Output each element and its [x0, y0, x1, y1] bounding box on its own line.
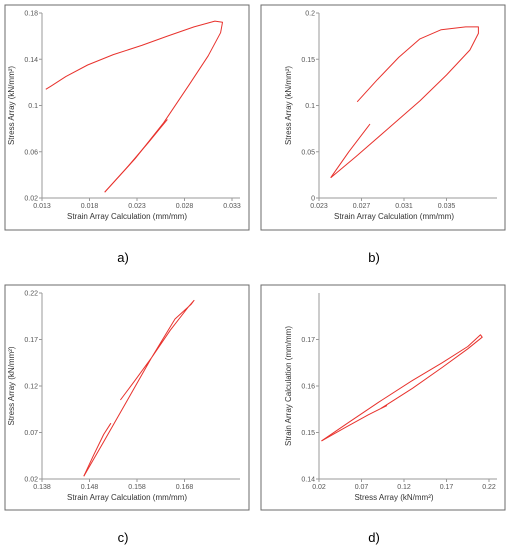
chart-panel-d: 0.02 0.07 0.12 0.17 0.22 0.14 0.15 0.16 0.17 Stre…	[256, 276, 509, 549]
chart-a-svg: 0.013 0.018 0.023 0.028 0.033 0.02 0.06 0.1 0.14…	[4, 4, 250, 231]
chart-d-series-line-1	[321, 334, 483, 442]
chart-d-x-axis-label: Stress Array (kN/mm²)	[354, 493, 433, 502]
chart-d-x-tick-label: 0.02	[312, 484, 326, 491]
chart-a-y-tick-label: 0.18	[24, 11, 38, 18]
chart-b-y-tick-label: 0.05	[301, 149, 315, 156]
chart-a-x-axis-label: Strain Array Calculation (mm/mm)	[67, 212, 187, 221]
chart-d-x-tick-label: 0.12	[397, 484, 411, 491]
chart-b-y-tick-label: 0.2	[305, 11, 315, 18]
chart-d-frame	[260, 284, 506, 511]
chart-b-x-tick-label: 0.031	[395, 203, 413, 210]
chart-a-x-tick-label: 0.018	[81, 203, 99, 210]
chart-b-x-tick-label: 0.023	[310, 203, 328, 210]
chart-d-x-tick-label: 0.07	[355, 484, 369, 491]
chart-a-y-tick-label: 0.14	[24, 57, 38, 64]
chart-b-frame	[260, 4, 506, 231]
chart-b-series-line-1	[330, 26, 479, 179]
chart-a-y-axis-label: Stress Array (kN/mm²)	[7, 66, 16, 145]
chart-panel-c: 0.138 0.148 0.158 0.168 0.02 0.07 0.12 0.17 0.22…	[0, 276, 253, 549]
chart-panel-b: 0.023 0.027 0.031 0.035 0 0.05 0.1 0.15 0.2 Strai…	[256, 0, 509, 272]
chart-c-x-tick-label: 0.158	[128, 484, 146, 491]
chart-b-series-line-2	[330, 123, 371, 178]
chart-d-y-tick-label: 0.14	[301, 477, 315, 484]
caption-b: b)	[368, 250, 380, 265]
chart-d-y-tick-label: 0.17	[301, 337, 315, 344]
chart-c-y-tick-label: 0.07	[24, 430, 38, 437]
chart-b-x-tick-label: 0.035	[438, 203, 456, 210]
chart-a-frame	[4, 4, 250, 231]
chart-a-x-tick-label: 0.033	[223, 203, 241, 210]
chart-c-frame	[4, 284, 250, 511]
chart-b-y-tick-label: 0	[311, 196, 315, 203]
chart-c-series-line-2	[83, 422, 112, 477]
chart-b-x-axis-label: Strain Array Calculation (mm/mm)	[334, 212, 454, 221]
chart-a-x-tick-label: 0.023	[128, 203, 146, 210]
chart-a-y-tick-label: 0.1	[28, 103, 38, 110]
chart-c-series-line-1	[83, 299, 195, 477]
chart-b-y-axis-label: Stress Array (kN/mm²)	[284, 66, 293, 145]
chart-d-series-line-2	[321, 405, 388, 442]
chart-c-y-tick-label: 0.17	[24, 337, 38, 344]
chart-b-y-tick-label: 0.15	[301, 57, 315, 64]
caption-d: d)	[368, 530, 380, 545]
caption-c: c)	[117, 530, 129, 545]
chart-c-x-tick-label: 0.168	[176, 484, 194, 491]
chart-d-y-tick-label: 0.16	[301, 384, 315, 391]
chart-c-x-axis-label: Strain Array Calculation (mm/mm)	[67, 493, 187, 502]
chart-c-svg: 0.138 0.148 0.158 0.168 0.02 0.07 0.12 0.17 0.22…	[4, 284, 250, 511]
chart-c-y-tick-label: 0.02	[24, 477, 38, 484]
chart-a-series-line-1	[45, 20, 223, 193]
chart-b-svg: 0.023 0.027 0.031 0.035 0 0.05 0.1 0.15 0.2 Strai…	[260, 4, 506, 231]
chart-c-x-tick-label: 0.138	[33, 484, 51, 491]
caption-a: a)	[117, 250, 129, 265]
chart-c-x-tick-label: 0.148	[81, 484, 99, 491]
chart-b-x-tick-label: 0.027	[353, 203, 371, 210]
chart-a-y-tick-label: 0.06	[24, 149, 38, 156]
chart-c-y-tick-label: 0.12	[24, 384, 38, 391]
chart-c-y-tick-label: 0.22	[24, 291, 38, 298]
chart-b-y-tick-label: 0.1	[305, 103, 315, 110]
chart-a-series-line-2	[104, 119, 168, 193]
chart-a-x-tick-label: 0.028	[176, 203, 194, 210]
chart-d-y-axis-label: Strain Array Calculation (mm/mm)	[284, 326, 293, 446]
chart-a-y-tick-label: 0.02	[24, 196, 38, 203]
chart-d-svg: 0.02 0.07 0.12 0.17 0.22 0.14 0.15 0.16 0.17 Stre…	[260, 284, 506, 511]
chart-panel-a: 0.013 0.018 0.023 0.028 0.033 0.02 0.06 0.1 0.14…	[0, 0, 253, 272]
chart-d-x-tick-label: 0.17	[440, 484, 454, 491]
chart-a-x-tick-label: 0.013	[33, 203, 51, 210]
chart-c-y-axis-label: Stress Array (kN/mm²)	[7, 346, 16, 425]
chart-d-y-tick-label: 0.15	[301, 430, 315, 437]
chart-d-x-tick-label: 0.22	[482, 484, 496, 491]
